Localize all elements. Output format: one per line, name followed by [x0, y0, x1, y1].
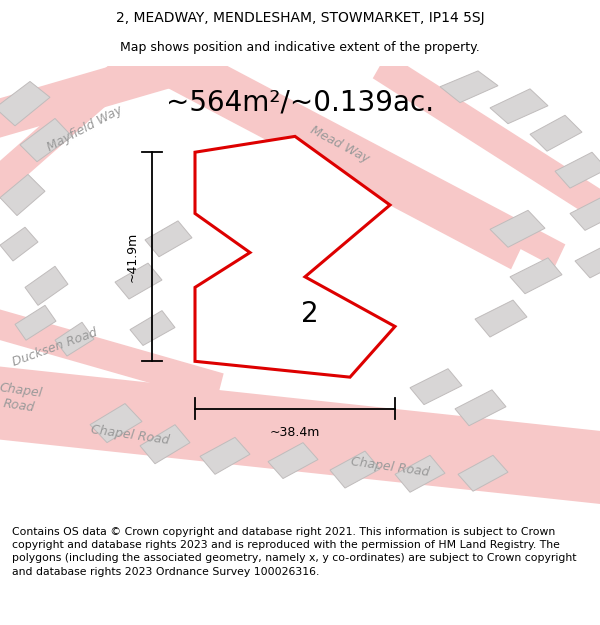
Polygon shape: [130, 311, 175, 346]
Text: Chapel
Road: Chapel Road: [0, 381, 43, 415]
Polygon shape: [395, 455, 445, 493]
Polygon shape: [373, 53, 600, 231]
Polygon shape: [0, 305, 224, 402]
Polygon shape: [575, 242, 600, 278]
Text: ~41.9m: ~41.9m: [125, 232, 139, 282]
Text: 2: 2: [301, 300, 319, 328]
Polygon shape: [90, 404, 142, 442]
Polygon shape: [195, 136, 395, 377]
Polygon shape: [200, 438, 250, 474]
Polygon shape: [0, 174, 45, 216]
Polygon shape: [161, 47, 529, 269]
Text: Chapel Road: Chapel Road: [350, 455, 430, 479]
Polygon shape: [510, 258, 562, 294]
Polygon shape: [490, 89, 548, 124]
Text: Mead Way: Mead Way: [308, 124, 371, 166]
Polygon shape: [0, 48, 185, 142]
Polygon shape: [530, 115, 582, 151]
Polygon shape: [55, 322, 94, 356]
Polygon shape: [15, 306, 56, 340]
Text: Map shows position and indicative extent of the property.: Map shows position and indicative extent…: [120, 41, 480, 54]
Polygon shape: [440, 71, 498, 102]
Text: 2, MEADWAY, MENDLESHAM, STOWMARKET, IP14 5SJ: 2, MEADWAY, MENDLESHAM, STOWMARKET, IP14…: [116, 11, 484, 26]
Text: Chapel Road: Chapel Road: [90, 423, 170, 447]
Polygon shape: [410, 369, 462, 404]
Text: Ducksen Road: Ducksen Road: [11, 326, 99, 369]
Polygon shape: [458, 455, 508, 491]
Text: Mayfield Way: Mayfield Way: [45, 104, 125, 154]
Polygon shape: [194, 54, 565, 267]
Polygon shape: [570, 194, 600, 231]
Polygon shape: [0, 364, 600, 462]
Polygon shape: [115, 263, 162, 299]
Polygon shape: [330, 451, 380, 488]
Polygon shape: [268, 442, 318, 479]
Polygon shape: [20, 118, 72, 162]
Polygon shape: [455, 390, 506, 426]
Polygon shape: [0, 81, 50, 126]
Polygon shape: [490, 210, 545, 248]
Polygon shape: [475, 300, 527, 337]
Polygon shape: [140, 424, 190, 464]
Text: ~38.4m: ~38.4m: [270, 426, 320, 439]
Text: Contains OS data © Crown copyright and database right 2021. This information is : Contains OS data © Crown copyright and d…: [12, 527, 577, 576]
Polygon shape: [0, 228, 38, 261]
Polygon shape: [555, 152, 600, 188]
Text: ~564m²/~0.139ac.: ~564m²/~0.139ac.: [166, 89, 434, 117]
Polygon shape: [25, 266, 68, 306]
Polygon shape: [145, 221, 192, 257]
Polygon shape: [0, 391, 600, 506]
Polygon shape: [0, 54, 139, 209]
